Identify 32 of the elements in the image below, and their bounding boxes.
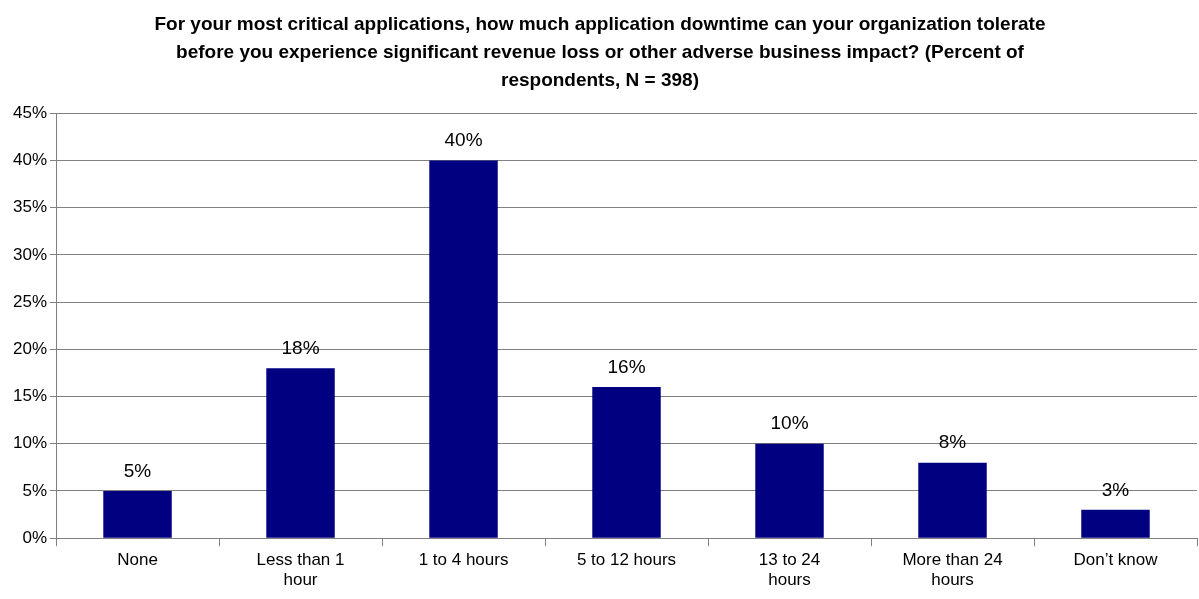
- data-label: 10%: [770, 412, 809, 434]
- bar: [429, 160, 498, 538]
- bar: [1081, 509, 1150, 538]
- bar: [592, 387, 661, 538]
- bar: [266, 368, 335, 538]
- x-tick-label: 5 to 12 hours: [576, 550, 677, 570]
- chart-title: For your most critical applications, how much application downtime can your organization tolerate before you experience significant revenue loss or other adverse business impact? (Percent of respondents, N = 398): [153, 12, 1047, 92]
- y-tick-label: 20%: [12, 339, 48, 358]
- y-tick-label: 35%: [12, 197, 48, 217]
- y-tick-label: 0%: [22, 527, 48, 547]
- y-tick-label: 10%: [12, 433, 48, 453]
- x-tick-label: Less than 1 hour: [256, 550, 345, 590]
- data-label: 3%: [1101, 478, 1130, 500]
- x-tick-label: 13 to 24 hours: [758, 550, 821, 590]
- y-tick-label: 15%: [12, 386, 48, 406]
- y-tick-label: 45%: [12, 102, 48, 122]
- y-tick-label: 40%: [12, 150, 48, 170]
- bar: [755, 443, 824, 538]
- y-tick-label: 25%: [12, 291, 48, 311]
- bar: [918, 462, 987, 538]
- data-label: 8%: [938, 431, 967, 453]
- data-label: 5%: [123, 459, 152, 481]
- x-tick-label: 1 to 4 hours: [418, 550, 509, 570]
- data-label: 18%: [281, 336, 320, 358]
- y-tick-label: 5%: [22, 480, 48, 500]
- data-label: 40%: [444, 129, 483, 151]
- y-tick-label: 30%: [12, 244, 48, 264]
- x-tick-label: More than 24 hours: [902, 550, 1003, 590]
- x-tick-label: None: [117, 550, 158, 570]
- bar: [103, 490, 172, 538]
- data-label: 16%: [607, 355, 646, 377]
- x-tick-label: Don’t know: [1073, 550, 1159, 570]
